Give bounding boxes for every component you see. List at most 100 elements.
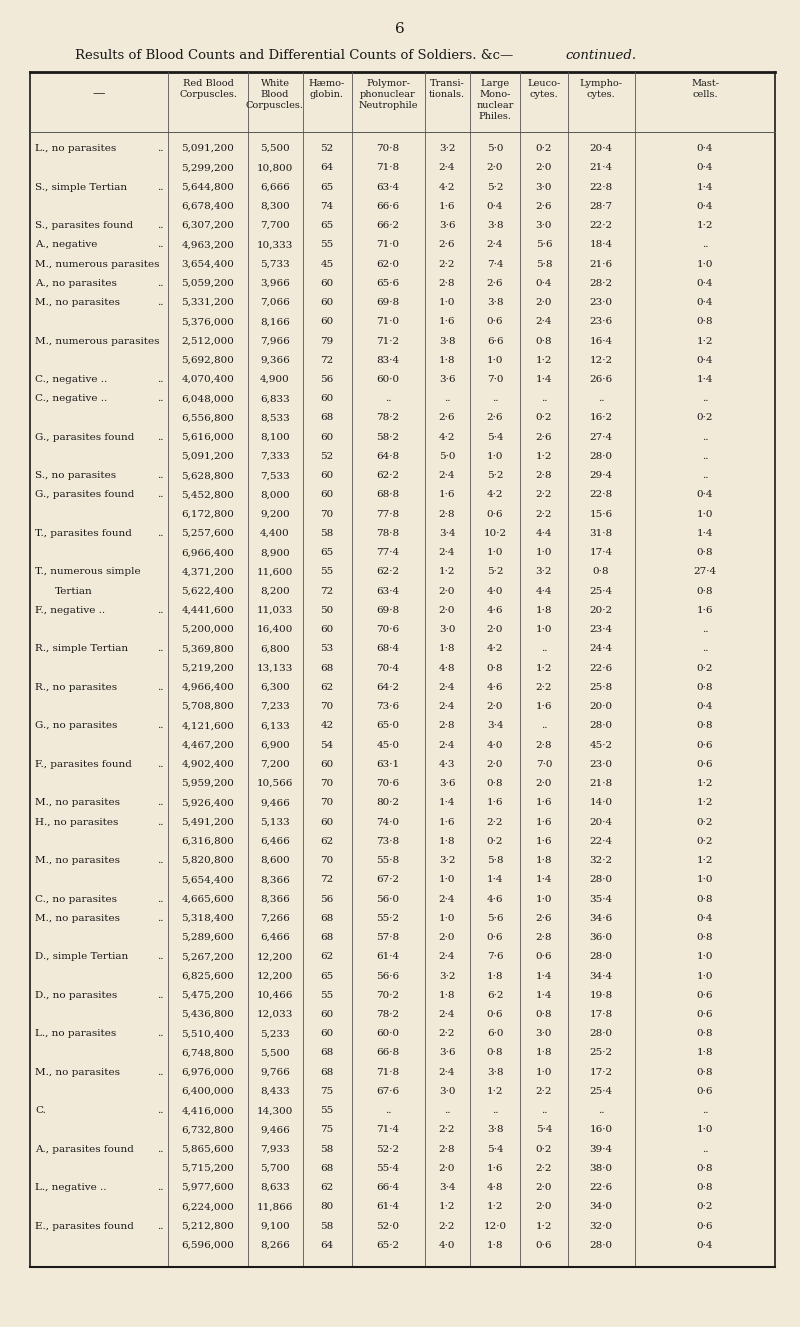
Text: 3·0: 3·0 bbox=[438, 1087, 455, 1096]
Text: ..: .. bbox=[385, 1107, 391, 1115]
Text: 60: 60 bbox=[320, 471, 334, 480]
Text: 0·8: 0·8 bbox=[697, 317, 714, 326]
Text: 2·0: 2·0 bbox=[536, 163, 552, 173]
Text: 71·8: 71·8 bbox=[377, 1068, 399, 1076]
Text: 6,666: 6,666 bbox=[260, 183, 290, 191]
Text: 70: 70 bbox=[320, 702, 334, 711]
Text: 2·0: 2·0 bbox=[486, 625, 503, 634]
Text: 0·2: 0·2 bbox=[486, 837, 503, 845]
Text: 15·6: 15·6 bbox=[590, 510, 613, 519]
Text: ..: .. bbox=[702, 394, 708, 403]
Text: 7,066: 7,066 bbox=[260, 299, 290, 307]
Text: 2·6: 2·6 bbox=[536, 202, 552, 211]
Text: ..: .. bbox=[158, 240, 164, 249]
Text: 5,257,600: 5,257,600 bbox=[182, 529, 234, 537]
Text: ..: .. bbox=[158, 529, 164, 537]
Text: 73·8: 73·8 bbox=[377, 837, 399, 845]
Text: 6,900: 6,900 bbox=[260, 740, 290, 750]
Text: ..: .. bbox=[158, 760, 164, 768]
Text: 69·8: 69·8 bbox=[377, 299, 399, 307]
Text: 5,628,800: 5,628,800 bbox=[182, 471, 234, 480]
Text: ..: .. bbox=[158, 145, 164, 153]
Text: 70·6: 70·6 bbox=[377, 625, 399, 634]
Text: 11,033: 11,033 bbox=[257, 606, 293, 614]
Text: 1·2: 1·2 bbox=[486, 1202, 503, 1212]
Text: 2·0: 2·0 bbox=[438, 933, 455, 942]
Text: 2·8: 2·8 bbox=[438, 722, 455, 730]
Text: 1·2: 1·2 bbox=[536, 664, 552, 673]
Text: 19·8: 19·8 bbox=[590, 991, 613, 999]
Text: 2·4: 2·4 bbox=[486, 240, 503, 249]
Text: 0·8: 0·8 bbox=[697, 1068, 714, 1076]
Text: ..: .. bbox=[158, 1030, 164, 1038]
Text: 5,644,800: 5,644,800 bbox=[182, 183, 234, 191]
Text: 0·4: 0·4 bbox=[697, 202, 714, 211]
Text: ..: .. bbox=[158, 376, 164, 384]
Text: ..: .. bbox=[541, 645, 547, 653]
Text: 66·2: 66·2 bbox=[377, 222, 399, 230]
Text: 2·4: 2·4 bbox=[438, 163, 455, 173]
Text: 6,556,800: 6,556,800 bbox=[182, 414, 234, 422]
Text: ..: .. bbox=[158, 222, 164, 230]
Text: 70·6: 70·6 bbox=[377, 779, 399, 788]
Text: 0·8: 0·8 bbox=[536, 1010, 552, 1019]
Text: 6,976,000: 6,976,000 bbox=[182, 1068, 234, 1076]
Text: 11,600: 11,600 bbox=[257, 568, 293, 576]
Text: 0·8: 0·8 bbox=[697, 587, 714, 596]
Text: 68: 68 bbox=[320, 1164, 334, 1173]
Text: E., parasites found: E., parasites found bbox=[35, 1222, 134, 1230]
Text: 6,133: 6,133 bbox=[260, 722, 290, 730]
Text: 5,267,200: 5,267,200 bbox=[182, 953, 234, 961]
Text: 62: 62 bbox=[320, 1184, 334, 1192]
Text: ..: .. bbox=[541, 394, 547, 403]
Text: ..: .. bbox=[158, 856, 164, 865]
Text: 65·6: 65·6 bbox=[377, 279, 399, 288]
Text: 60: 60 bbox=[320, 1030, 334, 1038]
Text: 5·8: 5·8 bbox=[486, 856, 503, 865]
Text: 2·4: 2·4 bbox=[438, 1010, 455, 1019]
Text: ..: .. bbox=[158, 914, 164, 922]
Text: 2·4: 2·4 bbox=[438, 471, 455, 480]
Text: 2·6: 2·6 bbox=[486, 414, 503, 422]
Text: M., no parasites: M., no parasites bbox=[35, 799, 120, 807]
Text: 6,307,200: 6,307,200 bbox=[182, 222, 234, 230]
Text: 78·2: 78·2 bbox=[377, 414, 399, 422]
Text: 0·8: 0·8 bbox=[697, 1164, 714, 1173]
Text: 2·6: 2·6 bbox=[536, 914, 552, 922]
Text: 3·2: 3·2 bbox=[536, 568, 552, 576]
Text: 0·4: 0·4 bbox=[697, 163, 714, 173]
Text: 0·8: 0·8 bbox=[697, 1030, 714, 1038]
Text: 12,033: 12,033 bbox=[257, 1010, 293, 1019]
Text: 1·8: 1·8 bbox=[438, 837, 455, 845]
Text: 2·2: 2·2 bbox=[536, 491, 552, 499]
Text: 55: 55 bbox=[320, 568, 334, 576]
Text: R., simple Tertian: R., simple Tertian bbox=[35, 645, 128, 653]
Text: 68: 68 bbox=[320, 933, 334, 942]
Text: 5,926,400: 5,926,400 bbox=[182, 799, 234, 807]
Text: 3·6: 3·6 bbox=[438, 222, 455, 230]
Text: A., negative: A., negative bbox=[35, 240, 98, 249]
Text: 2·0: 2·0 bbox=[486, 760, 503, 768]
Text: 55: 55 bbox=[320, 240, 334, 249]
Text: 0·2: 0·2 bbox=[697, 1202, 714, 1212]
Text: 1·8: 1·8 bbox=[486, 1241, 503, 1250]
Text: 8,000: 8,000 bbox=[260, 491, 290, 499]
Text: 2·4: 2·4 bbox=[438, 548, 455, 557]
Text: 2·4: 2·4 bbox=[536, 317, 552, 326]
Text: 1·6: 1·6 bbox=[697, 606, 714, 614]
Text: 1·0: 1·0 bbox=[438, 914, 455, 922]
Text: 2·2: 2·2 bbox=[438, 1222, 455, 1230]
Text: 4,966,400: 4,966,400 bbox=[182, 683, 234, 691]
Text: 2·8: 2·8 bbox=[536, 471, 552, 480]
Text: 9,466: 9,466 bbox=[260, 799, 290, 807]
Text: ..: .. bbox=[158, 279, 164, 288]
Text: 2·0: 2·0 bbox=[536, 1202, 552, 1212]
Text: 6,316,800: 6,316,800 bbox=[182, 837, 234, 845]
Text: 8,366: 8,366 bbox=[260, 894, 290, 904]
Text: 68·8: 68·8 bbox=[377, 491, 399, 499]
Text: T., numerous simple: T., numerous simple bbox=[35, 568, 141, 576]
Text: 23·0: 23·0 bbox=[590, 299, 613, 307]
Text: 83·4: 83·4 bbox=[377, 356, 399, 365]
Text: 62: 62 bbox=[320, 953, 334, 961]
Text: 4·3: 4·3 bbox=[438, 760, 455, 768]
